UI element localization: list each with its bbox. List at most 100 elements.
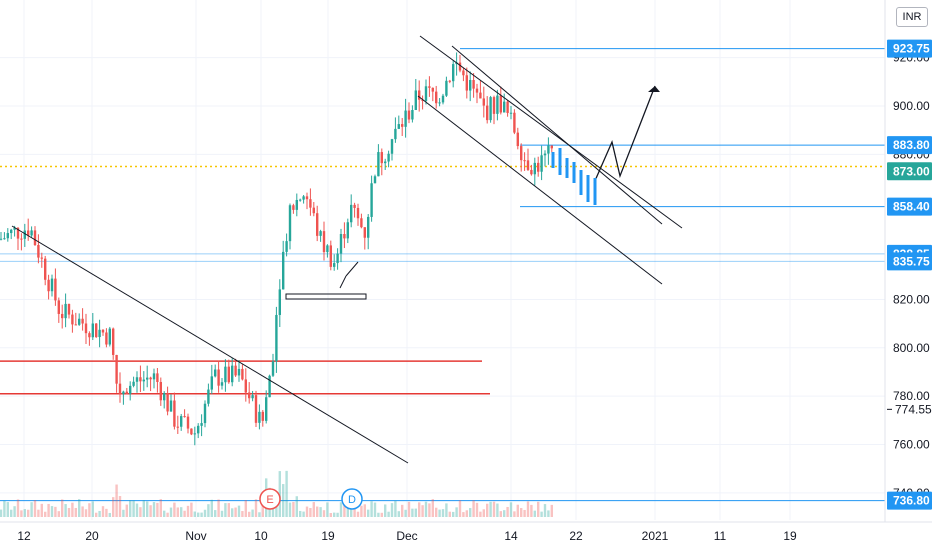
price-tag xyxy=(887,491,932,510)
volume-bar xyxy=(295,496,298,517)
price-tag xyxy=(887,197,932,216)
time-tick-label: 19 xyxy=(783,529,797,543)
candle-body xyxy=(207,389,210,404)
volume-bar xyxy=(435,507,438,517)
volume-bar xyxy=(183,510,186,517)
candle-body xyxy=(486,105,489,121)
candle-body xyxy=(268,375,271,398)
candle-body xyxy=(482,98,485,106)
volume-bar xyxy=(64,504,67,517)
volume-bar xyxy=(142,500,145,517)
volume-bar xyxy=(23,509,26,517)
volume-bar xyxy=(105,508,108,517)
price-tag-label: 883.80 xyxy=(893,138,930,152)
volume-bar xyxy=(81,506,84,517)
volume-bar xyxy=(248,511,251,517)
candle-body xyxy=(438,102,441,104)
candle-body xyxy=(44,258,47,280)
volume-bar xyxy=(88,503,91,517)
volume-bar xyxy=(207,504,210,517)
volume-bar xyxy=(499,511,502,517)
price-tick-label: 760.00 xyxy=(893,438,930,452)
volume-bar xyxy=(10,509,13,517)
volume-bar xyxy=(540,511,543,517)
volume-bar xyxy=(74,507,77,517)
candle-body xyxy=(33,230,37,245)
candle-body xyxy=(190,428,193,435)
volume-bar xyxy=(251,509,254,517)
candle-body xyxy=(288,205,292,242)
volume-bar xyxy=(40,503,43,517)
candle-body xyxy=(234,365,237,376)
volume-bar xyxy=(322,510,326,517)
candle-body xyxy=(98,329,101,338)
candle-body xyxy=(176,426,179,428)
candle-body xyxy=(543,153,547,156)
volume-bar xyxy=(200,512,203,517)
candle-body xyxy=(452,64,455,82)
candle-body xyxy=(312,207,315,214)
candle-body xyxy=(322,231,326,253)
volume-bar xyxy=(217,499,220,517)
volume-bar xyxy=(57,511,60,517)
downtrend-line xyxy=(11,225,409,464)
volume-bar xyxy=(20,510,23,517)
candle-body xyxy=(183,416,186,418)
volume-bar xyxy=(258,512,261,517)
candle-body xyxy=(67,303,71,315)
volume-bar xyxy=(186,505,190,517)
volume-bar xyxy=(149,505,152,517)
volume-bar xyxy=(190,502,193,517)
candles xyxy=(0,52,553,446)
candle-body xyxy=(346,222,349,239)
candle-body xyxy=(278,289,281,315)
volume-bar xyxy=(526,501,530,517)
candle-body xyxy=(458,62,462,71)
volume-bar xyxy=(292,501,295,517)
candle-body xyxy=(309,199,312,208)
candle-body xyxy=(305,196,309,200)
volume-bar xyxy=(305,506,309,517)
channel-upper-line xyxy=(419,35,683,229)
volume-bar xyxy=(132,500,135,517)
candle-body xyxy=(516,132,519,147)
candle-body xyxy=(282,251,285,290)
candle-body xyxy=(27,230,30,236)
candle-body xyxy=(258,411,261,423)
volume-bar xyxy=(387,511,390,517)
event-marker-d[interactable] xyxy=(341,488,363,510)
candle-body xyxy=(254,395,258,423)
price-tick-label: 820.00 xyxy=(893,292,930,306)
volume-bar xyxy=(380,512,383,517)
volume-bar xyxy=(537,501,540,517)
time-tick-label: 10 xyxy=(254,529,268,543)
volume-bar xyxy=(176,507,179,517)
time-axis[interactable]: 12 20 Nov 10 19 Dec 14 22 2021 11 19 xyxy=(0,521,932,543)
candle-body xyxy=(95,323,98,338)
candle-body xyxy=(445,80,448,96)
candle-body xyxy=(472,79,475,89)
volume-bar xyxy=(234,507,237,517)
candle-body xyxy=(350,204,353,223)
volume-bar xyxy=(33,500,37,517)
volume-bar xyxy=(84,509,88,517)
channel-lower-line xyxy=(417,95,663,285)
candle-body xyxy=(407,110,411,120)
volume-bar xyxy=(169,507,173,517)
volume-bar xyxy=(486,503,489,517)
volume-bar xyxy=(78,499,81,517)
price-axis[interactable]: 920.00900.00880.00820.00800.00780.00760.… xyxy=(884,0,932,522)
volume-bar xyxy=(462,512,465,517)
volume-bar xyxy=(428,503,431,517)
candle-body xyxy=(129,385,132,394)
price-tick-label: 900.00 xyxy=(893,99,930,113)
currency-badge[interactable]: INR xyxy=(896,7,928,27)
candle-body xyxy=(404,110,407,127)
candle-body xyxy=(23,230,26,239)
volume-bar xyxy=(496,503,499,517)
candle-body xyxy=(108,328,111,345)
event-marker-e[interactable] xyxy=(259,488,281,510)
volume-bar xyxy=(520,508,523,517)
